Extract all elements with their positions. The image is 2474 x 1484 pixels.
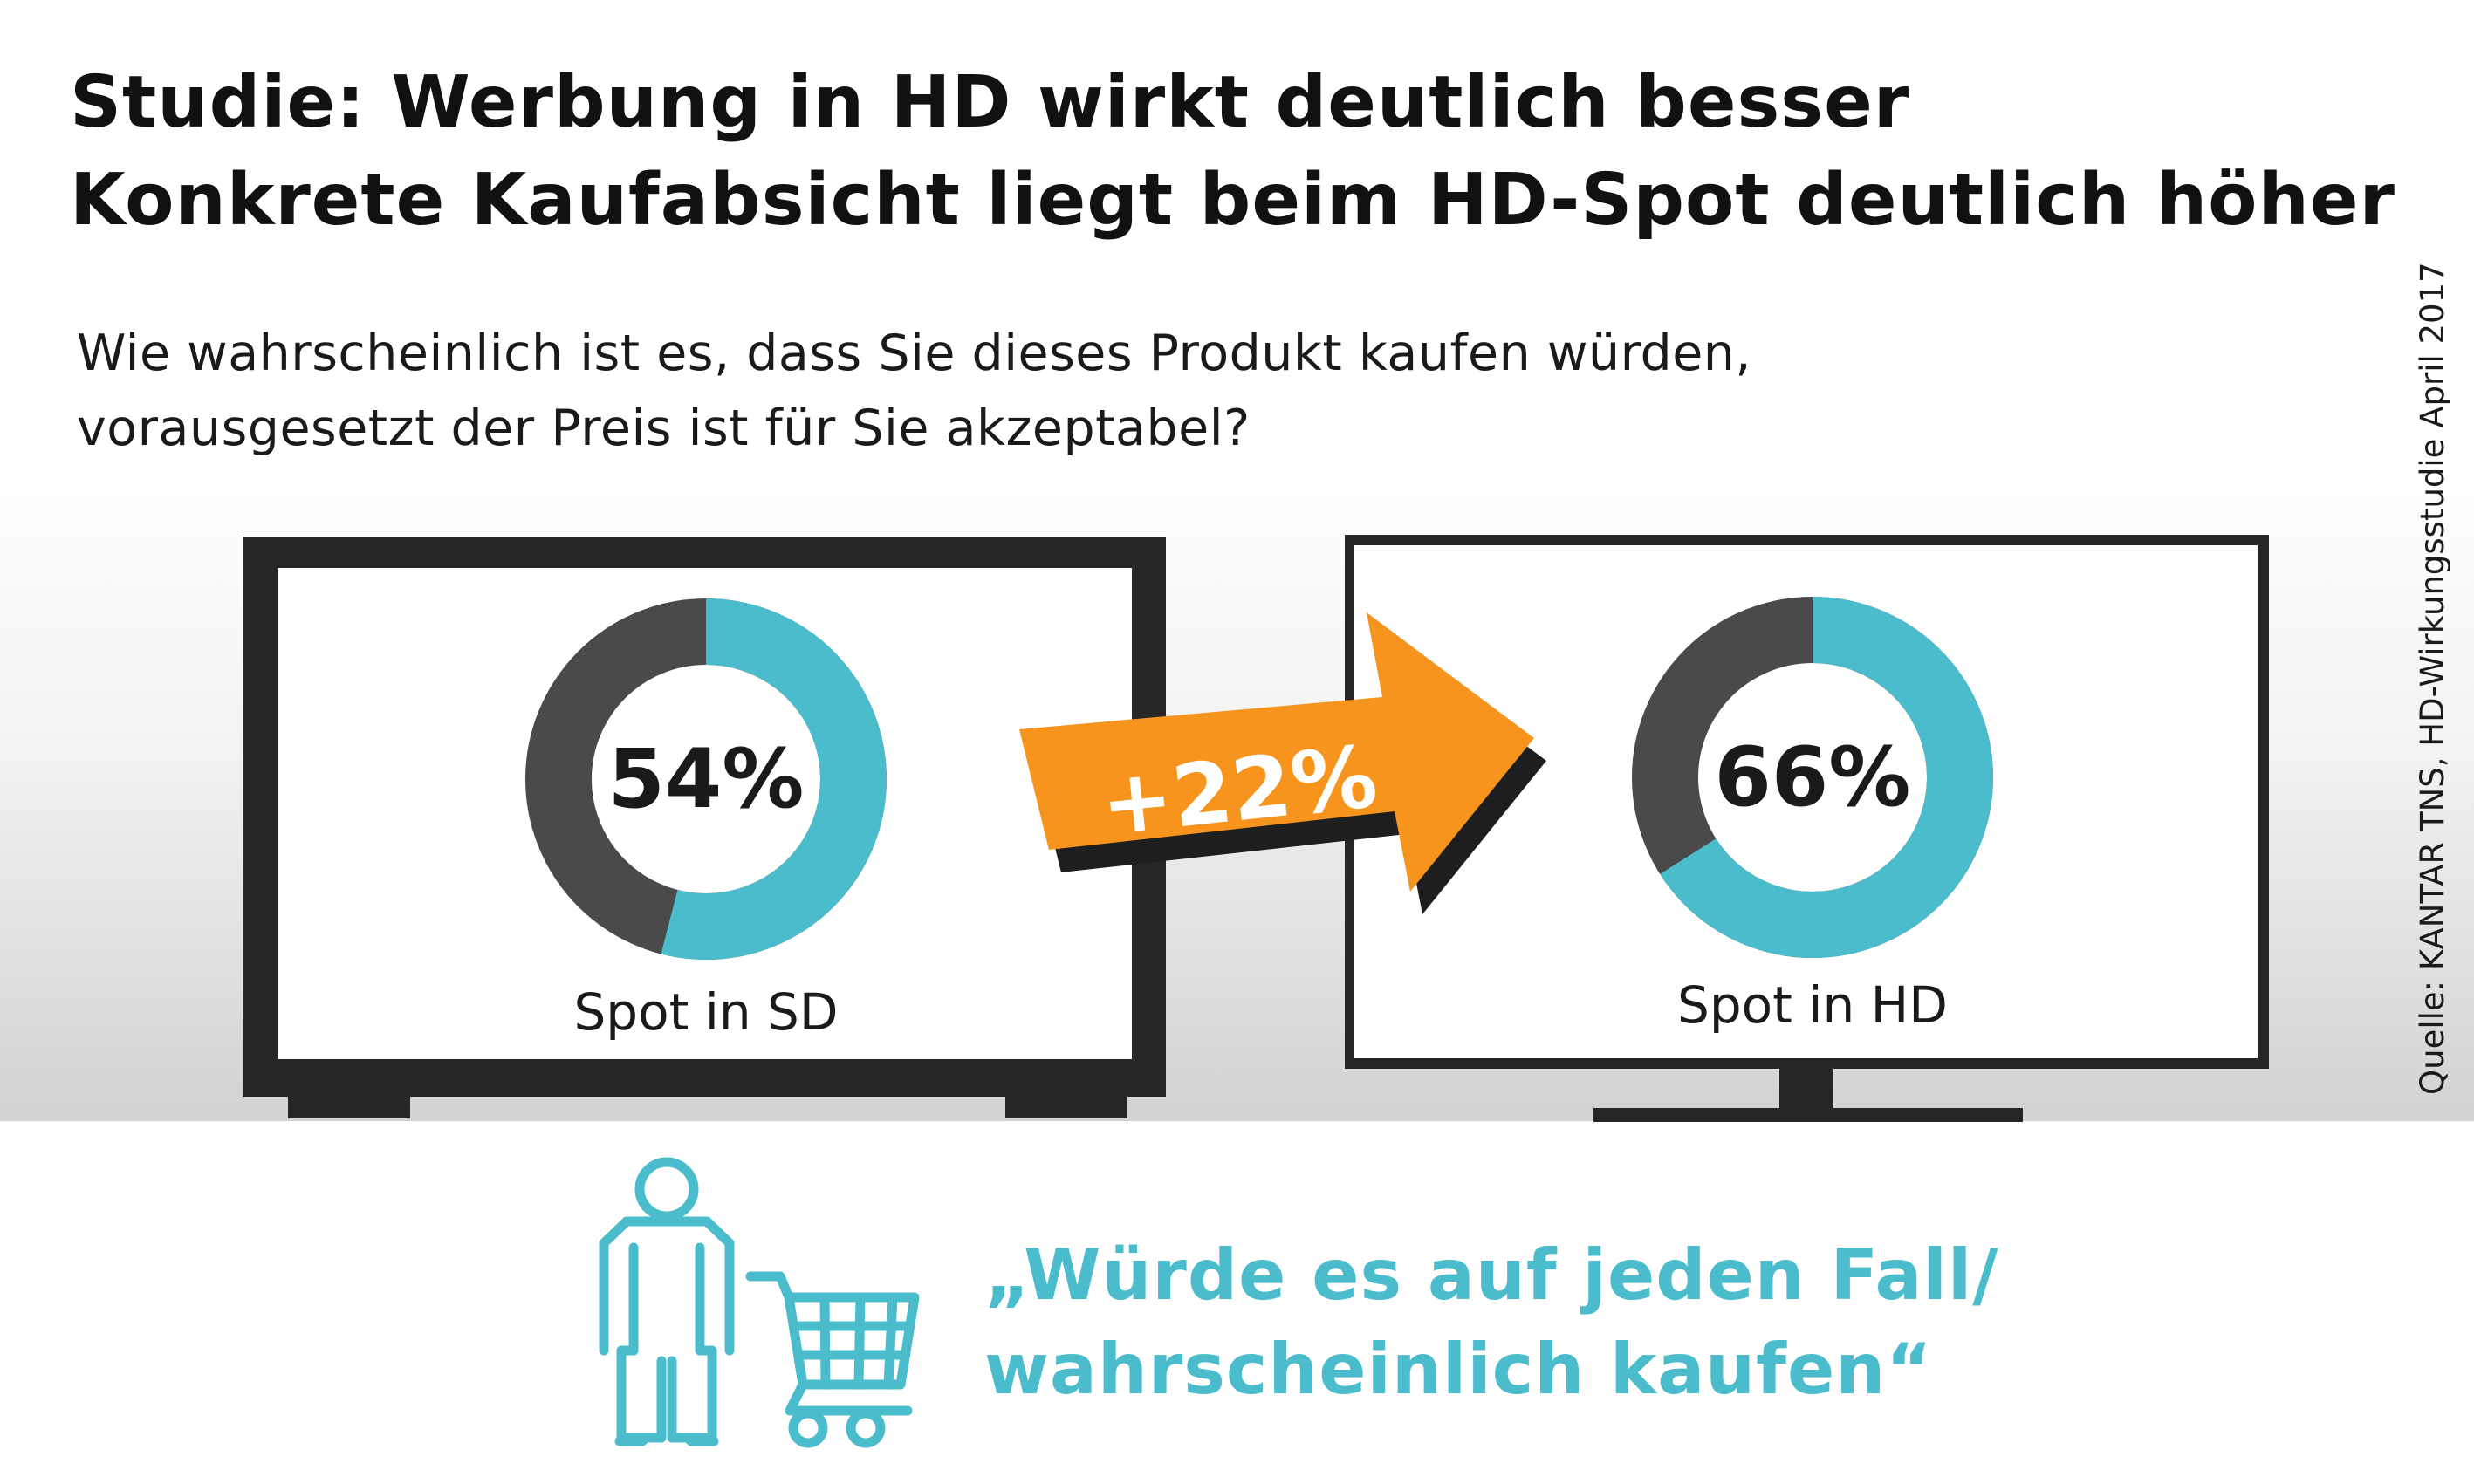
donut-hd-value-arc [1660, 597, 1993, 958]
donut-sd-value-label: 54% [608, 732, 805, 827]
donut-sd-category-label: Spot in SD [573, 982, 838, 1042]
slogan: „Würde es auf jeden Fall/ wahrscheinlich… [984, 1228, 1999, 1417]
question-line-2: vorausgesetzt der Preis ist für Sie akze… [77, 400, 1251, 457]
slogan-line-2: wahrscheinlich kaufen“ [984, 1329, 1933, 1410]
donut-sd-value-arc [661, 598, 887, 960]
tv-sd-foot-right [1005, 1092, 1127, 1118]
tv-sd-foot-left [288, 1092, 410, 1118]
question-line-1: Wie wahrscheinlich ist es, dass Sie dies… [77, 325, 1752, 382]
increase-arrow: +22% [1019, 612, 1546, 914]
donut-hd: 66% Spot in HD [1632, 597, 1993, 1035]
donut-hd-value-label: 66% [1715, 730, 1911, 825]
tv-hd-base [1593, 1108, 2023, 1122]
arrow-body [1019, 612, 1534, 892]
donut-hd-category-label: Spot in HD [1677, 975, 1948, 1035]
donut-sd: 54% Spot in SD [525, 598, 887, 1042]
shopping-cart-icon [745, 1271, 920, 1448]
person-icon [599, 1157, 735, 1446]
tv-hd-neck [1779, 1069, 1833, 1111]
survey-question: Wie wahrscheinlich ist es, dass Sie dies… [77, 316, 1751, 466]
page-title: Studie: Werbung in HD wirkt deutlich bes… [70, 54, 2395, 250]
slogan-line-1: „Würde es auf jeden Fall/ [984, 1234, 1999, 1316]
title-line-1: Studie: Werbung in HD wirkt deutlich bes… [70, 61, 1910, 144]
title-line-2: Konkrete Kaufabsicht liegt beim HD-Spot … [70, 159, 2395, 242]
